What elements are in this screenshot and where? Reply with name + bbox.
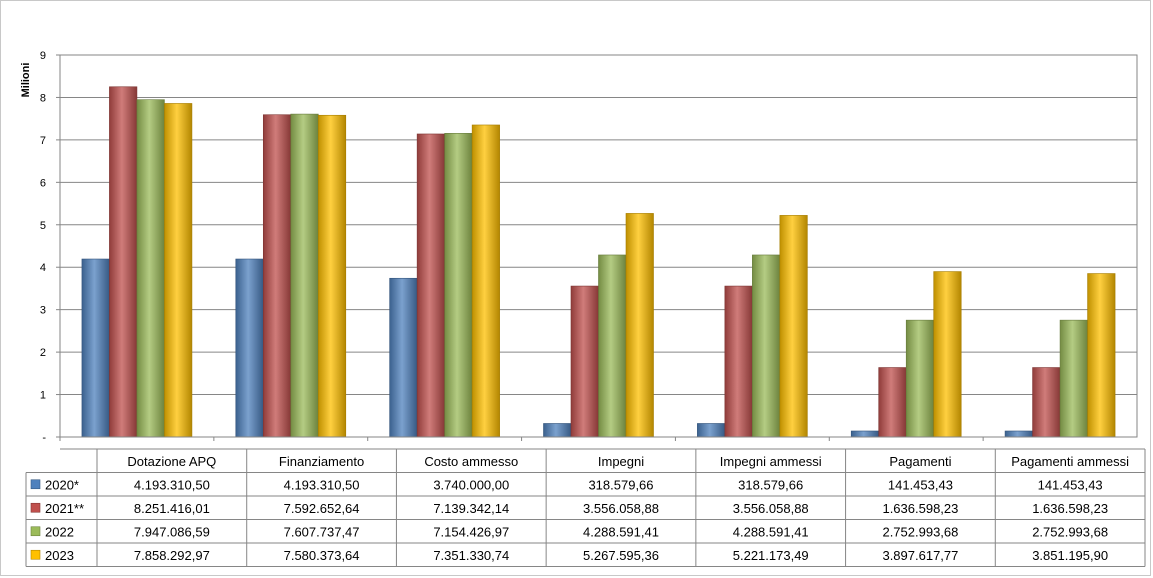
axes: - 1 2 3 4 5 6 7 8 9 (40, 50, 1137, 444)
legend-label: 2022 (45, 524, 74, 539)
legend-label: 2021** (45, 501, 84, 516)
y-tick-label: 2 (40, 347, 46, 359)
data-table: Dotazione APQ Finanziamento Costo ammesso I… (25, 448, 1146, 567)
y-tick-label: 6 (40, 177, 46, 189)
data-label: 2.752.993,68 (1032, 524, 1108, 539)
data-label: 7.607.737,47 (284, 524, 360, 539)
data-label: 7.139.342,14 (433, 501, 509, 516)
data-label: 3.556.058,88 (583, 501, 659, 516)
bar-2023-2 (471, 124, 500, 438)
bar-2023-0 (164, 103, 193, 438)
bar-2020-2 (389, 277, 418, 438)
bar-2021-2 (416, 133, 445, 438)
category-label: Dotazione APQ (127, 454, 216, 469)
bar-2022-4 (752, 254, 781, 438)
y-tick-label: 9 (40, 50, 46, 62)
legend-swatch (30, 479, 41, 490)
data-label: 4.288.591,41 (733, 524, 809, 539)
data-label: 4.193.310,50 (134, 477, 210, 492)
data-label: 1.636.598,23 (1032, 501, 1108, 516)
bar-2020-4 (697, 423, 726, 438)
bar-2020-3 (543, 423, 572, 438)
bar-2021-3 (570, 285, 599, 438)
bars (81, 86, 1116, 438)
bar-2023-3 (625, 213, 654, 438)
data-label: 7.947.086,59 (134, 524, 210, 539)
bar-2020-5 (850, 430, 880, 438)
data-label: 7.351.330,74 (433, 548, 509, 563)
bar-2021-5 (878, 367, 907, 438)
data-label: 7.592.652,64 (284, 501, 360, 516)
data-label: 3.851.195,90 (1032, 548, 1108, 563)
data-label: 141.453,43 (888, 477, 953, 492)
category-label: Impegni ammessi (720, 454, 822, 469)
bar-2023-6 (1087, 273, 1116, 438)
data-label: 7.154.426,97 (433, 524, 509, 539)
y-axis-title: Milioni (20, 63, 32, 98)
data-label: 4.288.591,41 (583, 524, 659, 539)
bar-2022-2 (444, 133, 473, 438)
bar-2021-4 (724, 285, 753, 438)
bar-2022-5 (905, 319, 935, 438)
bar-2022-6 (1059, 319, 1088, 438)
data-label: 318.579,66 (588, 477, 653, 492)
bar-2022-0 (136, 99, 165, 438)
bar-2021-0 (109, 86, 138, 438)
legend-label: 2023 (45, 548, 74, 563)
legend-swatch (30, 502, 41, 513)
y-tick-label: 1 (40, 390, 46, 402)
data-label: 7.580.373,64 (284, 548, 360, 563)
category-label: Pagamenti ammessi (1011, 454, 1129, 469)
data-label: 4.193.310,50 (284, 477, 360, 492)
bar-2023-5 (933, 271, 962, 438)
bar-2022-3 (598, 254, 627, 438)
data-label: 5.267.595,36 (583, 548, 659, 563)
bar-2022-1 (290, 113, 319, 438)
legend-swatch (30, 526, 41, 537)
bar-2023-1 (317, 114, 347, 438)
data-label: 318.579,66 (738, 477, 803, 492)
category-label: Costo ammesso (424, 454, 518, 469)
y-tick-label: 8 (40, 92, 46, 104)
y-tick-label: 3 (40, 305, 46, 317)
y-tick-label: 7 (40, 135, 46, 147)
data-label: 1.636.598,23 (882, 501, 958, 516)
data-label: 2.752.993,68 (882, 524, 958, 539)
y-tick-label: - (42, 432, 46, 444)
y-tick-label: 4 (40, 262, 46, 274)
bar-2021-1 (262, 114, 292, 438)
bar-2023-4 (779, 215, 808, 438)
data-label: 3.740.000,00 (433, 477, 509, 492)
category-label: Impegni (598, 454, 644, 469)
bar-2020-1 (235, 258, 264, 438)
data-label: 3.897.617,77 (882, 548, 958, 563)
data-label: 8.251.416,01 (134, 501, 210, 516)
legend-label: 2020* (45, 477, 79, 492)
category-label: Finanziamento (279, 454, 364, 469)
y-tick-label: 5 (40, 220, 46, 232)
data-label: 3.556.058,88 (733, 501, 809, 516)
data-label: 141.453,43 (1038, 477, 1103, 492)
category-label: Pagamenti (889, 454, 951, 469)
legend-swatch (30, 549, 41, 560)
data-label: 5.221.173,49 (733, 548, 809, 563)
bar-2020-0 (81, 258, 110, 438)
data-label: 7.858.292,97 (134, 548, 210, 563)
bar-2020-6 (1004, 430, 1033, 438)
bar-2021-6 (1032, 367, 1061, 438)
